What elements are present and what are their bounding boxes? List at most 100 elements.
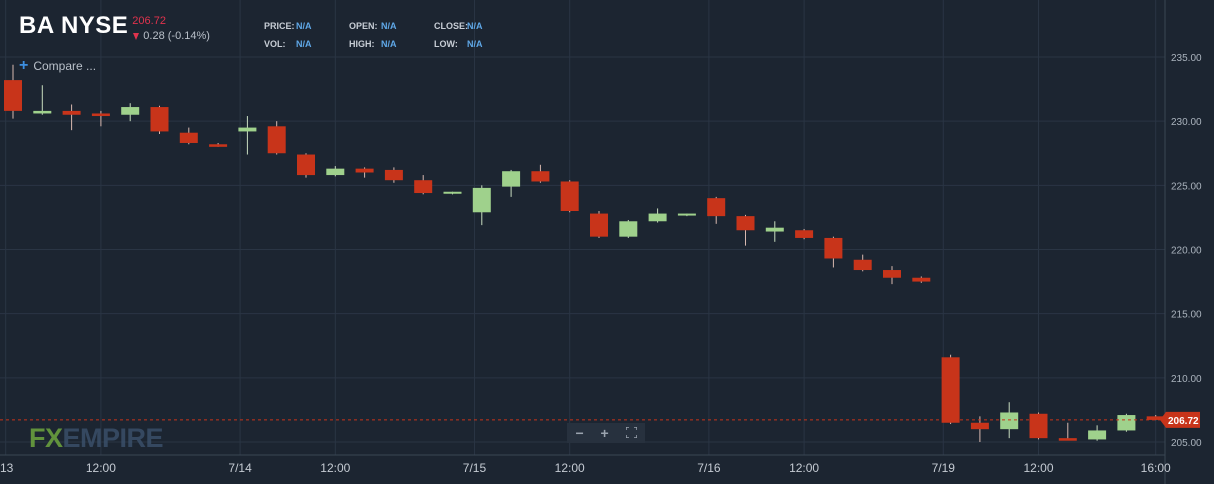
- candle-body: [472, 187, 491, 213]
- candle[interactable]: [355, 167, 374, 178]
- candle[interactable]: [531, 164, 550, 183]
- candle-body: [677, 213, 696, 216]
- candle[interactable]: [619, 219, 638, 238]
- candle[interactable]: [824, 236, 843, 268]
- candle[interactable]: [970, 416, 989, 442]
- candle[interactable]: [443, 191, 462, 195]
- fullscreen-button[interactable]: [624, 425, 638, 441]
- candle[interactable]: [941, 354, 960, 425]
- candle-body: [443, 191, 462, 194]
- logo-empire: EMPIRE: [62, 423, 164, 453]
- candle[interactable]: [1058, 422, 1077, 441]
- candle[interactable]: [736, 214, 755, 246]
- candle[interactable]: [209, 142, 228, 147]
- candle-body: [912, 277, 931, 282]
- candle[interactable]: [502, 169, 521, 197]
- x-tick-label: 7/15: [463, 461, 487, 475]
- candle-body: [1117, 415, 1136, 431]
- x-tick-label: 12:00: [789, 461, 819, 475]
- candle[interactable]: [414, 175, 433, 195]
- candle[interactable]: [560, 180, 579, 213]
- candle-body: [531, 171, 550, 182]
- candle-body: [384, 169, 403, 181]
- candle[interactable]: [1117, 413, 1136, 432]
- candle[interactable]: [472, 185, 491, 226]
- candle[interactable]: [648, 208, 667, 223]
- candle[interactable]: [326, 166, 345, 177]
- candle-body: [1000, 412, 1019, 430]
- candle-body: [795, 230, 814, 238]
- candle[interactable]: [121, 103, 140, 122]
- candle[interactable]: [795, 228, 814, 240]
- candle-body: [297, 154, 315, 176]
- candle[interactable]: [267, 121, 286, 155]
- candle[interactable]: [4, 64, 22, 119]
- candle[interactable]: [707, 196, 726, 224]
- stats-col-2: OPEN: N/A HIGH: N/A: [349, 17, 397, 53]
- y-tick-label: 205.00: [1171, 438, 1202, 449]
- candle[interactable]: [297, 153, 315, 178]
- candle[interactable]: [62, 104, 81, 131]
- zoom-out-button[interactable]: −: [575, 425, 584, 441]
- candle[interactable]: [384, 167, 403, 183]
- stat-value-open: N/A: [381, 21, 397, 31]
- candle[interactable]: [765, 221, 784, 242]
- candle[interactable]: [853, 254, 872, 272]
- candle[interactable]: [883, 266, 901, 285]
- x-tick-label: 12:00: [555, 461, 585, 475]
- x-tick-label: 16:00: [1141, 461, 1171, 475]
- stat-label-vol: VOL:: [264, 39, 286, 49]
- y-tick-label: 220.00: [1171, 246, 1202, 257]
- x-tick-label: 7/19: [932, 461, 956, 475]
- stat-label-open: OPEN:: [349, 21, 378, 31]
- x-tick-label: 7/14: [228, 461, 252, 475]
- last-price: 206.72: [132, 15, 166, 27]
- stat-label-close: CLOSE:: [434, 21, 469, 31]
- candle[interactable]: [590, 211, 608, 238]
- candle-body: [238, 127, 257, 132]
- stat-value-vol: N/A: [296, 39, 312, 49]
- candle-body: [970, 422, 989, 430]
- price-block: 206.72 0.28 (-0.14%): [132, 14, 210, 44]
- stat-value-low: N/A: [467, 39, 483, 49]
- stat-value-high: N/A: [381, 39, 397, 49]
- stat-label-price: PRICE:: [264, 21, 295, 31]
- stat-value-close: N/A: [467, 21, 483, 31]
- zoom-controls: − +: [567, 423, 645, 443]
- candle[interactable]: [1146, 415, 1165, 421]
- zoom-in-button[interactable]: +: [600, 425, 609, 441]
- candle-body: [883, 270, 901, 278]
- candle-body: [209, 144, 228, 147]
- candle[interactable]: [1029, 412, 1048, 440]
- x-tick-label: 12:00: [1023, 461, 1053, 475]
- y-tick-label: 210.00: [1171, 374, 1202, 385]
- y-tick-label: 230.00: [1171, 117, 1202, 128]
- compare-button[interactable]: + Compare ...: [19, 58, 96, 74]
- candle[interactable]: [91, 110, 110, 127]
- candle-body: [736, 216, 755, 231]
- candle[interactable]: [1088, 425, 1107, 441]
- ticker-symbol: BA NYSE: [19, 12, 129, 39]
- expand-icon: [624, 426, 638, 439]
- candle-body: [1146, 416, 1165, 420]
- candle-body: [91, 113, 110, 117]
- candle-body: [765, 227, 784, 232]
- candle-body: [590, 213, 608, 237]
- candle-body: [502, 171, 521, 187]
- candle[interactable]: [677, 213, 696, 217]
- candle[interactable]: [150, 105, 169, 134]
- x-tick-label: 12:00: [320, 461, 350, 475]
- candle[interactable]: [179, 127, 198, 145]
- candle-body: [62, 110, 81, 115]
- stat-label-low: LOW:: [434, 39, 458, 49]
- stat-value-price: N/A: [296, 21, 312, 31]
- candle-body: [853, 259, 872, 271]
- candle[interactable]: [238, 116, 257, 155]
- candle-body: [824, 237, 843, 259]
- candle[interactable]: [912, 276, 931, 283]
- y-tick-label: 215.00: [1171, 310, 1202, 321]
- x-tick-label: 13: [0, 461, 14, 475]
- candle[interactable]: [33, 85, 52, 115]
- price-change-value: 0.28 (-0.14%): [143, 30, 210, 42]
